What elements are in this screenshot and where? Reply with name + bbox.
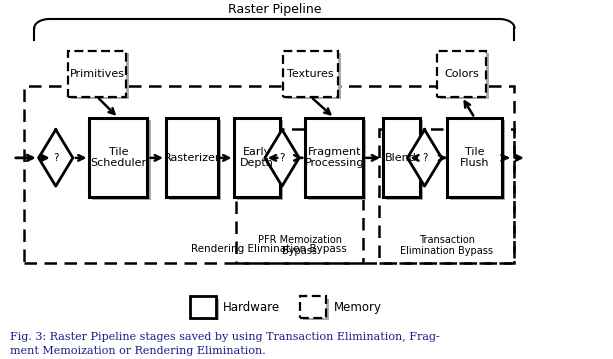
Bar [447, 118, 502, 197]
Bar [169, 120, 221, 200]
Bar [300, 297, 326, 318]
Text: Transaction
Elimination Bypass: Transaction Elimination Bypass [400, 235, 493, 256]
Text: Tile
Scheduler: Tile Scheduler [90, 147, 147, 168]
Text: PFR Memoization
Bypass: PFR Memoization Bypass [258, 235, 342, 256]
Bar [383, 118, 420, 197]
Bar [305, 118, 364, 197]
Bar [303, 299, 329, 320]
Bar [438, 51, 486, 97]
Text: Memory: Memory [333, 300, 381, 313]
Bar [379, 129, 514, 263]
Text: ?: ? [422, 153, 427, 163]
Text: Colors: Colors [444, 69, 479, 79]
Text: Early
Depth: Early Depth [240, 147, 274, 168]
Bar [386, 120, 423, 200]
Text: Fragment
Processing: Fragment Processing [305, 147, 364, 168]
Polygon shape [265, 130, 299, 186]
Bar [68, 51, 126, 97]
Polygon shape [39, 130, 73, 186]
Text: ment Memoization or Rendering Elimination.: ment Memoization or Rendering Eliminatio… [10, 345, 265, 355]
Bar [286, 53, 341, 99]
Bar [193, 299, 219, 320]
Text: Rasterizer: Rasterizer [164, 153, 220, 163]
Text: Primitives: Primitives [69, 69, 124, 79]
Bar [450, 120, 505, 200]
Bar [89, 118, 148, 197]
Text: Rendering Elimination Bypass: Rendering Elimination Bypass [191, 244, 347, 254]
Text: Fig. 3: Raster Pipeline stages saved by using Transaction Elimination, Frag-: Fig. 3: Raster Pipeline stages saved by … [10, 332, 440, 342]
Text: Blend: Blend [386, 153, 417, 163]
Text: ?: ? [280, 153, 285, 163]
Bar [234, 118, 280, 197]
Bar [24, 86, 514, 263]
Bar [308, 120, 367, 200]
Text: ?: ? [53, 153, 58, 163]
Bar [237, 120, 283, 200]
Bar [166, 118, 218, 197]
Text: Tile
Flush: Tile Flush [460, 147, 489, 168]
Bar [190, 297, 216, 318]
Text: Textures: Textures [287, 69, 334, 79]
Bar [441, 53, 489, 99]
Text: Raster Pipeline: Raster Pipeline [227, 3, 321, 16]
Bar [93, 120, 151, 200]
Bar [283, 51, 338, 97]
Bar [71, 53, 129, 99]
Text: Hardware: Hardware [223, 300, 280, 313]
Bar [236, 129, 364, 263]
Polygon shape [408, 130, 441, 186]
